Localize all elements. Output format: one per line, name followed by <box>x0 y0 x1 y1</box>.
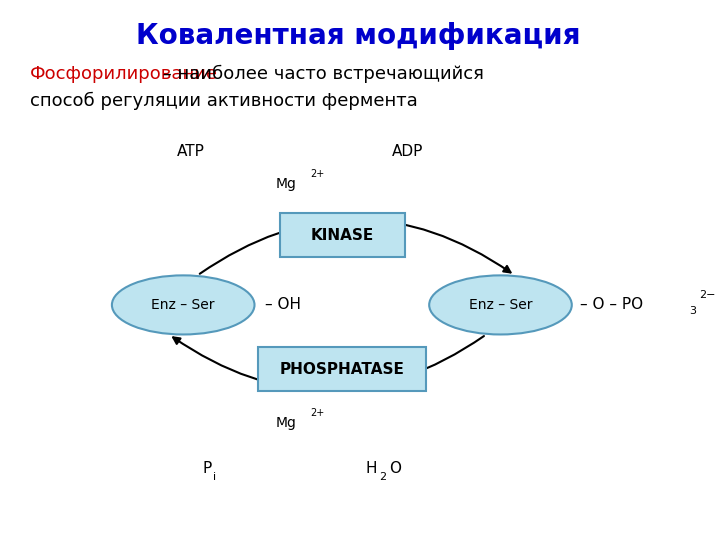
Text: 3: 3 <box>690 306 696 316</box>
Text: – O – PO: – O – PO <box>580 298 644 313</box>
Text: – OH: – OH <box>265 298 301 313</box>
Text: H: H <box>365 461 377 476</box>
Text: KINASE: KINASE <box>310 227 374 242</box>
Text: 2+: 2+ <box>310 170 325 179</box>
Text: P: P <box>202 461 212 476</box>
FancyArrowPatch shape <box>173 336 484 390</box>
Text: способ регуляции активности фермента: способ регуляции активности фермента <box>30 92 418 110</box>
Ellipse shape <box>112 275 254 334</box>
Text: O: O <box>390 461 401 476</box>
Text: Mg: Mg <box>276 177 297 191</box>
Text: Mg: Mg <box>276 416 297 430</box>
Text: 2+: 2+ <box>310 408 325 418</box>
Text: PHOSPHATASE: PHOSPHATASE <box>280 362 405 377</box>
FancyArrowPatch shape <box>199 220 510 274</box>
Text: ATP: ATP <box>176 144 204 159</box>
Text: – наиболее часто встречающийся: – наиболее часто встречающийся <box>157 65 484 83</box>
Text: Enz – Ser: Enz – Ser <box>151 298 215 312</box>
FancyBboxPatch shape <box>258 347 426 392</box>
FancyBboxPatch shape <box>280 213 405 257</box>
Text: Ковалентная модификация: Ковалентная модификация <box>135 22 580 50</box>
Text: Фосфорилирование: Фосфорилирование <box>30 65 218 83</box>
Text: ADP: ADP <box>392 144 423 159</box>
Text: i: i <box>213 472 216 482</box>
Text: 2: 2 <box>379 472 387 482</box>
Ellipse shape <box>429 275 572 334</box>
Text: Enz – Ser: Enz – Ser <box>469 298 532 312</box>
Text: 2−: 2− <box>698 290 715 300</box>
